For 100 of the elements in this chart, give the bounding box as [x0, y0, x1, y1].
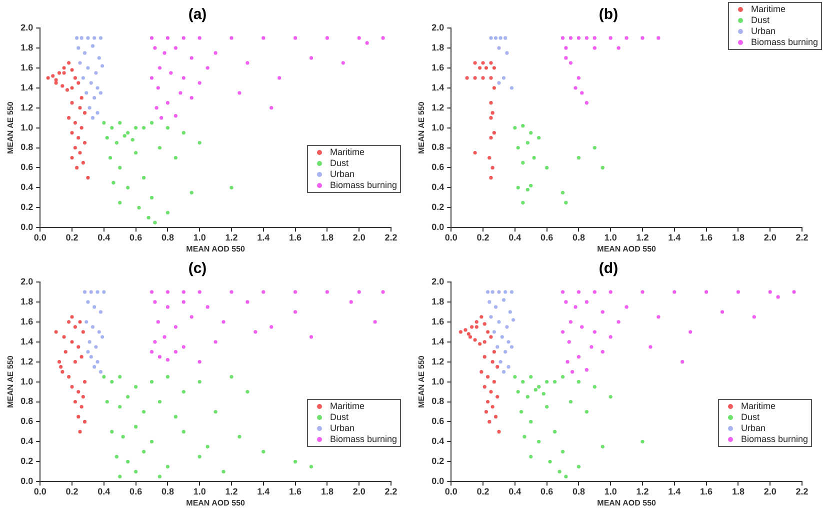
point — [592, 146, 596, 150]
point — [102, 121, 106, 125]
point — [182, 130, 186, 135]
point — [349, 300, 353, 304]
point — [51, 74, 55, 78]
point — [74, 166, 79, 170]
point — [542, 392, 546, 396]
point — [560, 375, 565, 379]
point — [590, 345, 594, 349]
point — [82, 111, 87, 115]
point — [534, 388, 538, 392]
point — [70, 315, 74, 319]
point — [704, 290, 708, 294]
x-tick-label: 0.8 — [572, 486, 585, 496]
point — [497, 290, 501, 294]
point — [182, 76, 186, 80]
point — [504, 36, 508, 40]
y-tick-label: 2.0 — [20, 22, 34, 32]
y-tick-label: 0.8 — [20, 396, 34, 406]
point — [564, 46, 568, 50]
point — [169, 71, 173, 75]
legend-label: Biomass burning — [330, 434, 397, 445]
y-tick-label: 0.2 — [432, 202, 444, 212]
point — [545, 404, 549, 409]
point — [494, 305, 498, 309]
point — [484, 410, 488, 414]
point — [510, 290, 514, 294]
point — [482, 355, 486, 359]
x-tick-label: 1.2 — [636, 232, 649, 242]
x-tick-label: 1.0 — [193, 232, 206, 242]
legend-label: Maritime — [750, 4, 786, 15]
point — [560, 190, 565, 194]
point — [490, 404, 494, 409]
point — [466, 332, 470, 336]
point — [153, 340, 157, 344]
point — [150, 121, 154, 125]
point — [492, 66, 496, 70]
chart-title: (a) — [188, 6, 207, 24]
point — [489, 390, 493, 394]
point — [548, 460, 552, 464]
y-tick-label: 0.2 — [20, 456, 34, 466]
point — [78, 106, 82, 110]
point — [214, 340, 218, 344]
point — [486, 375, 490, 379]
point — [98, 36, 103, 40]
point — [506, 365, 510, 369]
point — [134, 424, 138, 429]
x-tick-label: 0.0 — [34, 232, 46, 242]
point — [325, 290, 329, 294]
point — [142, 126, 146, 130]
y-tick-label: 0.8 — [432, 396, 444, 406]
point — [656, 315, 660, 319]
point — [564, 56, 568, 60]
point — [89, 290, 93, 294]
point — [482, 384, 486, 389]
point — [162, 51, 166, 55]
point — [78, 61, 82, 65]
legend-label: Maritime — [330, 400, 364, 412]
x-tick-label: 2.2 — [384, 232, 398, 242]
point — [792, 290, 796, 294]
x-tick-label: 1.2 — [636, 486, 649, 496]
point — [521, 124, 525, 128]
x-tick-label: 2.0 — [764, 486, 776, 496]
point — [468, 335, 472, 339]
point — [94, 71, 98, 75]
x-axis-title: MEAN AOD 550 — [186, 498, 246, 508]
point — [486, 330, 490, 334]
y-tick-label: 1.0 — [20, 122, 34, 132]
point — [488, 420, 492, 424]
point — [60, 370, 64, 374]
y-tick-label: 0.0 — [432, 476, 444, 486]
point — [114, 140, 118, 145]
point — [558, 470, 562, 474]
point — [73, 121, 77, 125]
legend-label: Dust — [330, 412, 348, 423]
point — [481, 61, 485, 65]
point — [60, 84, 64, 88]
point — [584, 368, 588, 372]
point — [616, 320, 620, 324]
point — [150, 440, 154, 444]
point — [102, 290, 106, 294]
y-axis-title: MEAN AE 550 — [6, 101, 16, 154]
chart-title: (b) — [598, 6, 618, 24]
y-axis-title: MEAN AE 550 — [417, 355, 426, 408]
point — [82, 140, 87, 145]
point — [97, 56, 101, 60]
point — [198, 454, 202, 458]
point — [490, 111, 494, 115]
point — [46, 76, 50, 80]
point — [178, 91, 182, 95]
x-tick-label: 0.8 — [572, 232, 585, 242]
point — [560, 450, 565, 454]
point — [576, 464, 581, 468]
point — [70, 340, 74, 344]
point — [70, 68, 74, 72]
x-tick-label: 1.6 — [289, 486, 302, 496]
point — [206, 305, 210, 309]
point — [118, 474, 122, 478]
legend-label: Biomass burning — [750, 37, 818, 48]
x-tick-label: 0.2 — [476, 232, 490, 242]
